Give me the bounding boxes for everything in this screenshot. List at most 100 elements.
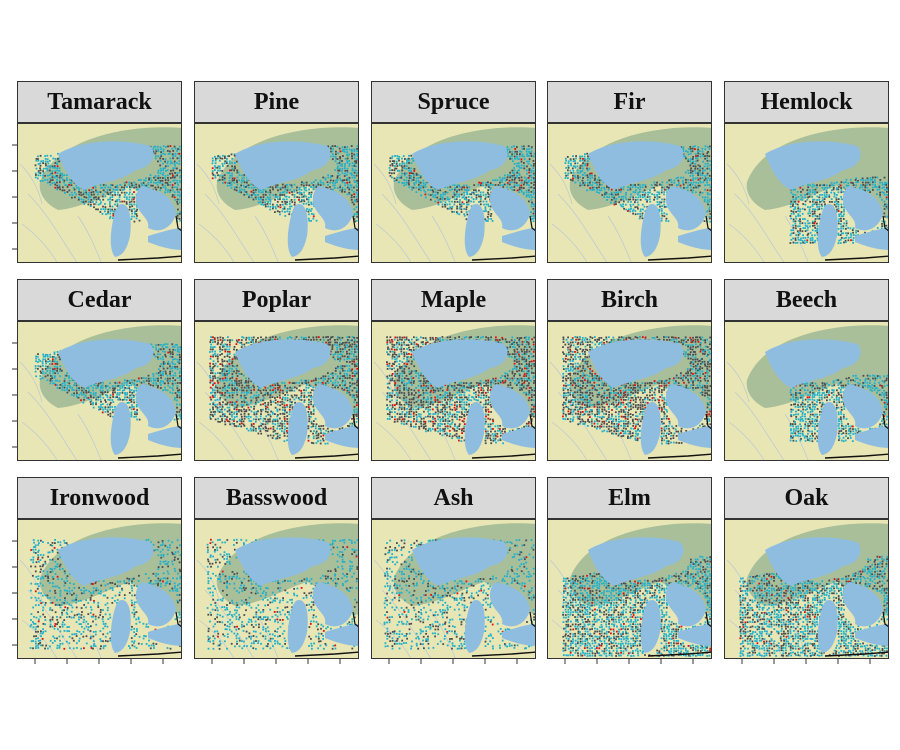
map-area xyxy=(194,519,359,659)
lake-erie xyxy=(148,228,181,250)
river-line xyxy=(254,413,279,460)
river-line xyxy=(381,193,432,262)
map-area xyxy=(371,123,536,263)
river-line xyxy=(198,619,235,658)
lake-superior xyxy=(235,141,331,190)
border-line xyxy=(117,651,181,657)
species-map xyxy=(372,322,535,460)
lake-superior xyxy=(412,141,508,190)
lake-erie xyxy=(502,426,535,448)
lake-michigan xyxy=(110,204,131,257)
species-map xyxy=(725,322,888,460)
panel-spruce: Spruce xyxy=(371,81,536,263)
presence-dots xyxy=(209,336,358,445)
river-line xyxy=(373,361,397,403)
border-line xyxy=(647,651,711,657)
river-line xyxy=(19,163,43,205)
lake-michigan xyxy=(464,402,485,455)
panel-ash: Ash xyxy=(371,477,536,659)
border-line xyxy=(294,255,358,261)
panel-strip: Maple xyxy=(371,279,536,321)
map-area xyxy=(17,321,182,461)
panel-strip: Elm xyxy=(547,477,712,519)
lake-michigan xyxy=(640,402,661,455)
river-line xyxy=(27,193,78,262)
map-area xyxy=(724,123,889,263)
river-line xyxy=(21,421,58,460)
lake-huron xyxy=(135,582,176,627)
lake-erie xyxy=(855,426,888,448)
panel-title: Basswood xyxy=(225,485,328,511)
border-line xyxy=(529,413,535,430)
border-line xyxy=(117,255,181,261)
panel-hemlock: Hemlock xyxy=(724,81,889,263)
river-line xyxy=(198,421,235,460)
lake-erie xyxy=(325,624,358,646)
presence-dots xyxy=(739,555,888,657)
map-area xyxy=(371,519,536,659)
border-line xyxy=(471,453,535,459)
panel-strip: Basswood xyxy=(194,477,359,519)
lake-michigan xyxy=(640,600,661,653)
panel-title: Fir xyxy=(613,89,646,115)
panel-basswood: Basswood xyxy=(194,477,359,659)
river-line xyxy=(196,163,220,205)
border-line xyxy=(471,255,535,261)
river-line xyxy=(551,421,588,460)
border-line xyxy=(824,651,888,657)
panel-tamarack: Tamarack xyxy=(17,81,182,263)
species-map xyxy=(548,520,711,658)
lake-huron xyxy=(489,384,530,429)
border-line xyxy=(175,611,181,628)
panel-title: Oak xyxy=(784,485,829,511)
panel-ironwood: Ironwood xyxy=(17,477,182,659)
map-area xyxy=(194,123,359,263)
border-line xyxy=(824,453,888,459)
species-map xyxy=(548,322,711,460)
lake-michigan xyxy=(464,204,485,257)
river-line xyxy=(77,611,102,658)
panel-title: Elm xyxy=(608,485,651,511)
border-line xyxy=(647,255,711,261)
border-line xyxy=(294,651,358,657)
panel-strip: Hemlock xyxy=(724,81,889,123)
species-map xyxy=(195,322,358,460)
panel-strip: Oak xyxy=(724,477,889,519)
border-line xyxy=(529,611,535,628)
river-line xyxy=(784,413,809,460)
panel-beech: Beech xyxy=(724,279,889,461)
presence-dots xyxy=(789,176,888,245)
panel-title: Poplar xyxy=(241,287,312,313)
river-line xyxy=(27,589,78,658)
lake-superior xyxy=(765,141,861,190)
border-line xyxy=(352,413,358,430)
river-line xyxy=(549,163,573,205)
lake-superior xyxy=(58,141,154,190)
species-map xyxy=(372,520,535,658)
panel-title: Spruce xyxy=(417,89,490,115)
lake-huron xyxy=(312,582,353,627)
lake-huron xyxy=(135,186,176,231)
panel-maple: Maple xyxy=(371,279,536,461)
panel-title: Cedar xyxy=(67,287,132,313)
lake-huron xyxy=(312,186,353,231)
panel-elm: Elm xyxy=(547,477,712,659)
panel-strip: Beech xyxy=(724,279,889,321)
river-line xyxy=(27,391,78,460)
lake-michigan xyxy=(817,204,838,257)
river-line xyxy=(204,193,255,262)
lake-michigan xyxy=(640,204,661,257)
lake-michigan xyxy=(817,402,838,455)
lake-superior xyxy=(412,537,508,586)
panel-strip: Fir xyxy=(547,81,712,123)
border-line xyxy=(882,413,888,430)
river-line xyxy=(375,223,412,262)
border-line xyxy=(352,611,358,628)
border-line xyxy=(647,453,711,459)
border-line xyxy=(117,453,181,459)
map-area xyxy=(17,123,182,263)
river-line xyxy=(549,361,573,403)
lake-superior xyxy=(235,537,331,586)
lake-michigan xyxy=(287,204,308,257)
